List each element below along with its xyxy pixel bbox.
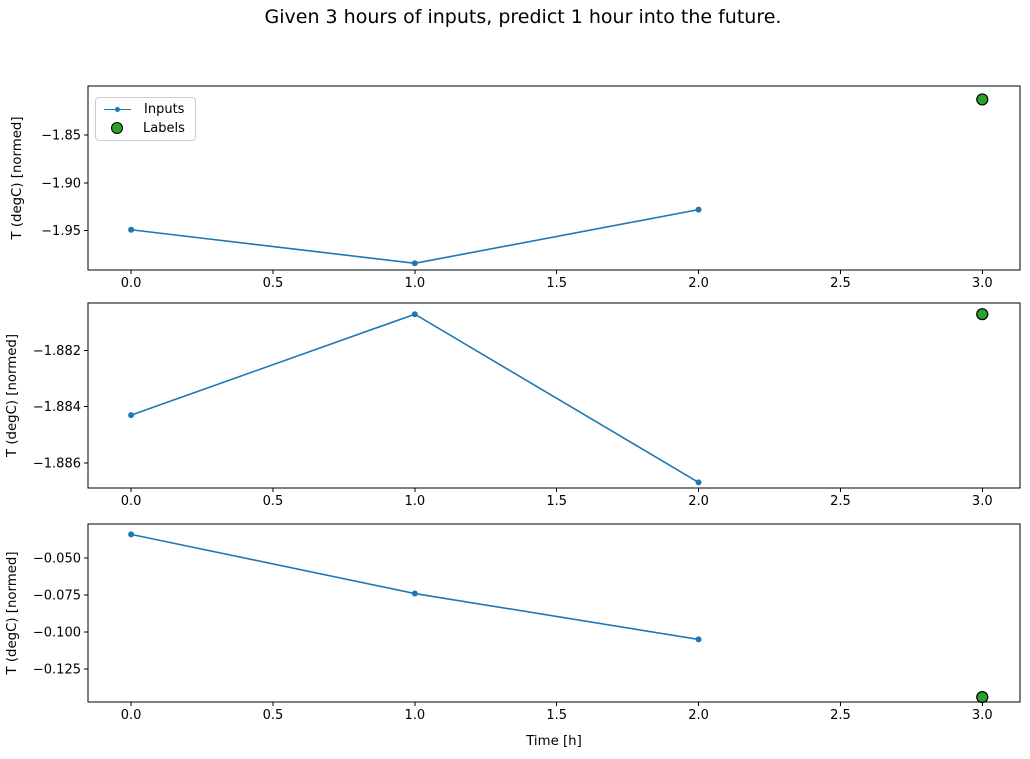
y-tick-label: −1.95 [41,224,81,239]
inputs-line [130,313,699,484]
y-tick-label: −0.075 [33,589,81,604]
x-tick-label: 2.0 [688,708,709,723]
y-tick-label: −0.125 [33,663,81,678]
y-tick-label: −1.884 [33,400,81,415]
inputs-marker [695,479,702,486]
y-axis-label: T (degC) [normed] [5,334,20,458]
x-tick-label: 2.5 [830,708,851,723]
inputs-marker [128,412,135,419]
y-axis-label: T (degC) [normed] [5,551,20,675]
labels-point [976,308,989,321]
x-tick-label: 2.5 [830,276,851,291]
plot-area [87,302,1021,489]
x-tick-label: 0.5 [263,708,284,723]
x-axis-label: Time [h] [525,734,582,749]
y-tick-label: −1.882 [33,344,81,359]
figure-title: Given 3 hours of inputs, predict 1 hour … [264,6,782,28]
legend-item-labels: Labels [102,120,189,137]
inputs-line [131,208,699,265]
subplot-3: 0.0 0.5 1.0 1.5 2.0 2.5 3.0 −0.050 −0.075 −0.100 −… [5,523,1021,723]
x-tick-label: 1.0 [404,708,425,723]
x-tick-label: 2.0 [688,494,709,509]
inputs-marker [695,206,702,213]
x-tick-label: 0.5 [263,276,284,291]
inputs-marker [695,636,702,643]
y-tick-label: −1.90 [41,176,81,191]
y-tick-label: −1.886 [33,456,81,471]
legend: Inputs Labels [95,97,196,141]
x-tick-label: 3.0 [972,708,993,723]
labels-point [976,93,989,106]
y-tick-label: −1.85 [41,128,81,143]
legend-label-labels: Labels [143,120,185,136]
inputs-marker-icon [115,106,120,112]
x-tick-label: 2.5 [830,494,851,509]
x-tick-label: 0.0 [121,276,142,291]
x-tick-label: 1.5 [546,276,567,291]
x-tick-label: 0.5 [263,494,284,509]
y-axis-label: T (degC) [normed] [10,116,25,240]
subplot-2: 0.0 0.5 1.0 1.5 2.0 2.5 3.0 −1.882 −1.884 −1.886 T… [5,302,1021,509]
x-tick-label: 2.0 [688,276,709,291]
x-tick-label: 0.0 [121,708,142,723]
plot-area [87,523,1021,703]
x-tick-label: 1.5 [546,708,567,723]
labels-circle-icon [111,122,123,135]
y-tick-label: −0.100 [33,626,81,641]
plot-area [87,85,1021,271]
legend-label-inputs: Inputs [144,102,185,118]
legend-item-inputs: Inputs [102,101,189,118]
x-tick-label: 0.0 [121,494,142,509]
inputs-marker [411,260,418,267]
x-tick-label: 3.0 [972,276,993,291]
x-tick-label: 1.0 [404,276,425,291]
labels-point [976,691,989,704]
inputs-marker [411,590,418,597]
subplot-1: 0.0 0.5 1.0 1.5 2.0 2.5 3.0 −1.85 −1.90 −1.95 T (d… [10,85,1021,291]
x-tick-label: 3.0 [972,494,993,509]
y-tick-label: −0.050 [33,552,81,567]
inputs-line-icon [104,106,131,112]
x-tick-label: 1.0 [404,494,425,509]
inputs-line [130,533,699,641]
inputs-marker [411,311,418,318]
inputs-marker [128,531,135,538]
x-tick-label: 1.5 [546,494,567,509]
inputs-marker [128,226,135,233]
